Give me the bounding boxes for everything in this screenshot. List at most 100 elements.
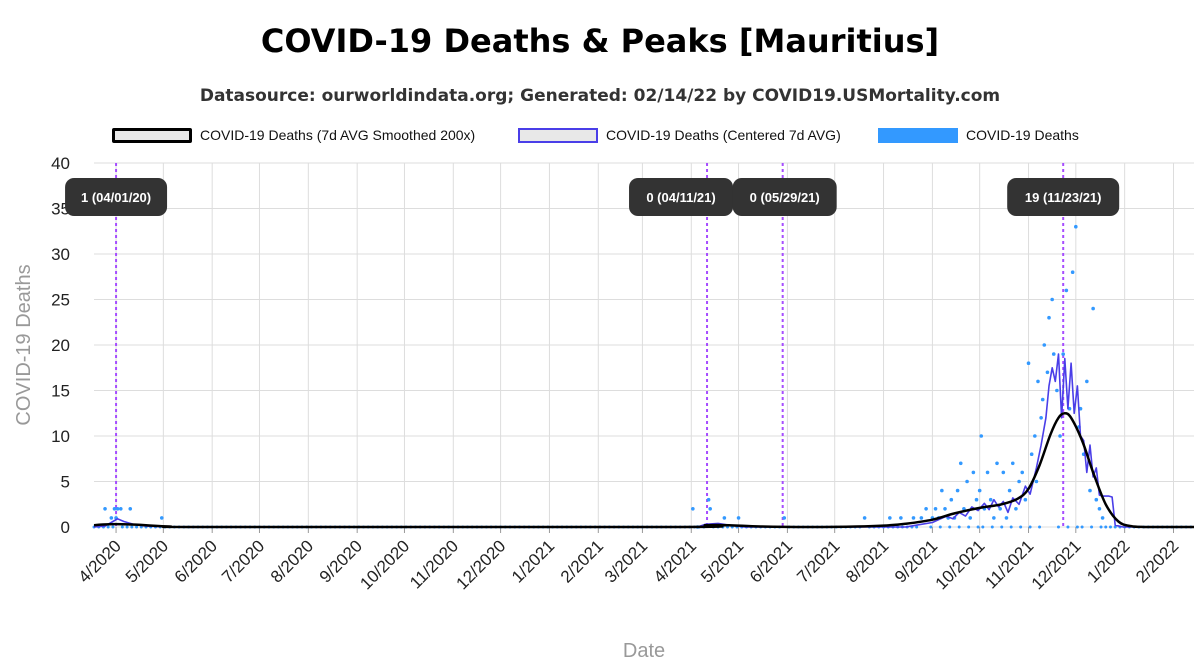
data-point-raw [1042, 343, 1047, 347]
data-point-raw [977, 488, 982, 493]
data-point-raw [1040, 397, 1045, 402]
y-tick-label: 30 [51, 245, 70, 264]
data-point-raw [1097, 507, 1102, 511]
x-tick-label: 8/2021 [842, 536, 892, 586]
data-point-raw [1088, 488, 1092, 493]
legend-label-centered: COVID-19 Deaths (Centered 7d AVG) [606, 127, 841, 143]
data-point-raw [862, 516, 867, 520]
peak-annotation-label: 0 (04/11/21) [646, 190, 715, 205]
data-point-raw [911, 516, 916, 520]
peak-annotation-box [65, 178, 168, 216]
data-point-raw [708, 507, 712, 511]
data-point-raw-zero [1113, 525, 1117, 529]
series-line-smoothed [93, 412, 1194, 529]
data-point-raw-zero [976, 525, 980, 529]
x-tick-label: 11/2021 [981, 536, 1037, 592]
legend-item-raw: COVID-19 Deaths [878, 125, 1079, 145]
x-tick-label: 5/2020 [122, 536, 172, 586]
legend-item-smoothed: COVID-19 Deaths (7d AVG Smoothed 200x) [112, 125, 475, 145]
data-point-raw [736, 516, 741, 520]
y-axis-title: COVID-19 Deaths [13, 264, 35, 425]
data-point-raw [968, 516, 973, 520]
data-point-raw [924, 507, 928, 511]
data-point-raw [1020, 470, 1025, 475]
data-point-raw [782, 516, 787, 520]
data-point-raw-zero [106, 525, 110, 529]
data-point-raw-zero [990, 525, 994, 529]
x-tick-label: 10/2020 [356, 536, 413, 593]
peak-annotation-label: 1 (04/01/20) [81, 190, 151, 205]
x-tick-label: 4/2020 [75, 536, 125, 586]
data-point-raw [1017, 479, 1021, 484]
x-tick-label: 3/2021 [601, 536, 651, 586]
data-point-raw [1058, 434, 1062, 438]
data-point-raw [971, 470, 976, 475]
data-point-raw-zero [1066, 525, 1070, 529]
x-tick-label: 4/2021 [650, 536, 700, 586]
data-point-raw [958, 461, 963, 466]
data-point-raw [115, 507, 120, 511]
chart-title: COVID-19 Deaths & Peaks [Mauritius] [260, 22, 940, 60]
data-point-raw [1026, 361, 1031, 366]
y-tick-label: 5 [61, 473, 70, 492]
data-point-raw [1004, 516, 1009, 520]
data-point-raw [1034, 479, 1039, 484]
x-tick-label: 1/2022 [1083, 536, 1133, 586]
y-tick-label: 20 [51, 336, 70, 355]
data-point-raw [706, 497, 711, 502]
legend-swatch-raw [878, 127, 958, 143]
data-point-raw [1074, 224, 1078, 229]
data-point-raw-zero [1108, 525, 1112, 529]
peak-annotation-box [629, 178, 734, 216]
data-point-raw-zero [1104, 525, 1108, 529]
data-point-raw-zero [1000, 525, 1004, 529]
peak-annotation-box [732, 178, 837, 216]
peak-annotation-label: 19 (11/23/21) [1025, 190, 1102, 205]
peak-annotation-box [1007, 178, 1120, 216]
data-point-raw [985, 470, 990, 475]
data-point-raw-zero [1019, 525, 1023, 529]
legend-swatch-centered [518, 127, 598, 143]
data-point-raw [1023, 497, 1028, 502]
data-point-raw-zero [1028, 525, 1032, 529]
data-point-raw [1036, 379, 1040, 384]
data-point-raw [1047, 315, 1051, 320]
data-point-raw-zero [1080, 525, 1084, 529]
data-point-raw-zero [1090, 525, 1094, 529]
data-point-raw-zero [967, 525, 971, 529]
x-axis-title: Date [623, 640, 665, 662]
data-point-raw [1070, 270, 1075, 275]
x-tick-label: 7/2020 [218, 536, 268, 586]
data-point-raw [109, 516, 114, 520]
peak-annotation-label: 0 (05/29/21) [750, 190, 820, 205]
data-point-raw-zero [981, 525, 985, 529]
x-tick-label: 6/2020 [171, 536, 221, 586]
data-point-raw [888, 516, 892, 520]
data-point-raw [949, 497, 954, 502]
y-tick-label: 15 [51, 382, 70, 401]
data-point-raw [1085, 379, 1089, 384]
data-point-raw-zero [135, 525, 139, 529]
data-point-raw [899, 516, 903, 520]
x-tick-label: 2/2021 [557, 536, 607, 586]
data-point-raw-zero [957, 525, 961, 529]
data-point-raw [112, 507, 117, 511]
data-point-raw-zero [111, 525, 115, 529]
data-point-raw [1055, 388, 1059, 393]
data-point-raw [933, 507, 938, 511]
y-tick-label: 0 [61, 518, 70, 537]
data-point-raw [1014, 507, 1018, 511]
data-point-raw [1050, 297, 1054, 302]
data-point-raw [974, 497, 979, 502]
data-point-raw [998, 507, 1002, 511]
x-tick-label: 1/2021 [508, 536, 558, 586]
data-point-raw [1010, 461, 1015, 466]
data-point-raw [1007, 488, 1012, 493]
data-point-raw [128, 507, 133, 511]
data-point-raw-zero [929, 525, 933, 529]
chart-subtitle: Datasource: ourworldindata.org; Generate… [199, 86, 1001, 106]
x-tick-label: 10/2021 [932, 536, 989, 593]
data-point-raw [103, 507, 107, 511]
data-point-raw [955, 488, 960, 493]
